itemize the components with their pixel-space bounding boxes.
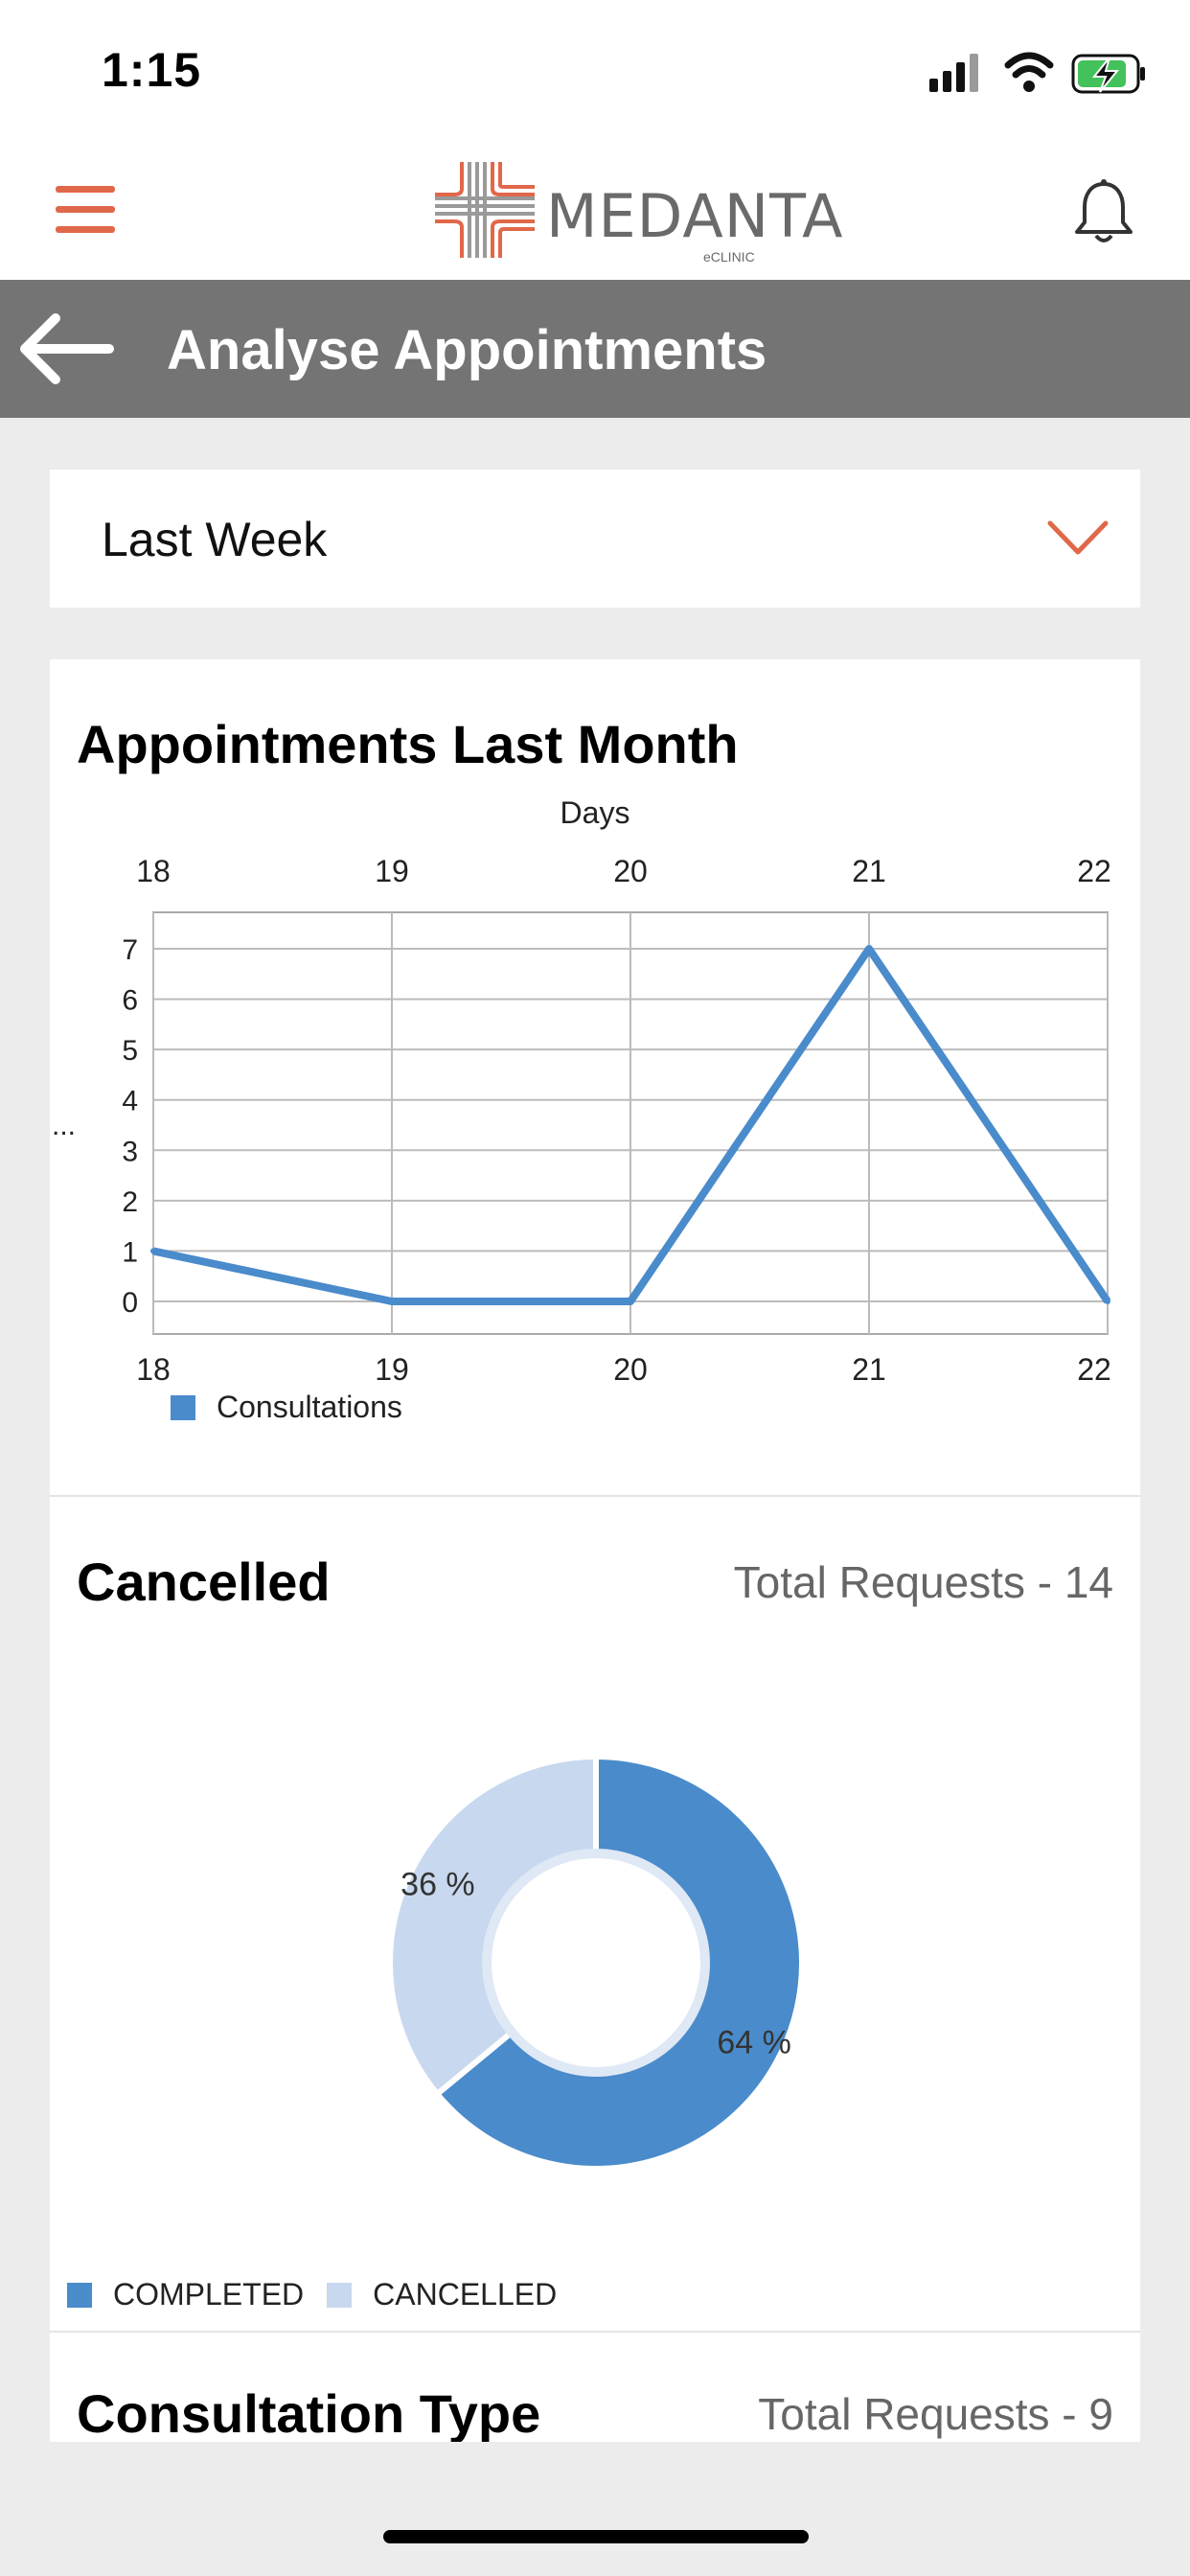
- donut-label-cancelled: 36 %: [400, 1867, 475, 1903]
- donut-legend: COMPLETED CANCELLED: [67, 2277, 557, 2312]
- x-tick-label-top: 22: [1077, 854, 1111, 888]
- logo-text: MEDANTA: [546, 181, 844, 251]
- battery-charging-icon: [1071, 54, 1145, 94]
- signal-icon: [929, 54, 978, 92]
- y-tick-label: 2: [122, 1186, 138, 1218]
- chevron-down-icon[interactable]: [1046, 518, 1110, 560]
- title-bar: Analyse Appointments: [0, 280, 1190, 418]
- divider: [50, 1495, 1140, 1497]
- x-tick-label-bottom: 21: [852, 1352, 886, 1387]
- data-point: [628, 1299, 633, 1304]
- logo-subtext: eCLINIC: [703, 249, 755, 264]
- legend-label-completed: COMPLETED: [113, 2277, 305, 2312]
- x-tick-label-bottom: 20: [613, 1352, 648, 1387]
- y-tick-label: 3: [122, 1136, 138, 1167]
- arrow-left-icon[interactable]: [13, 309, 119, 389]
- consultation-type-title: Consultation Type: [77, 2383, 541, 2442]
- cancelled-title: Cancelled: [77, 1552, 331, 1612]
- line-chart-xlabel: Days: [560, 795, 630, 830]
- y-tick-label: 7: [122, 934, 138, 966]
- line-chart: 0 1 2 3 4 5 6 7 18 18 19 19 20 20 21 21 22 22: [122, 854, 1111, 1387]
- consultation-type-total: Total Requests - 9: [758, 2389, 1113, 2439]
- cancelled-donut-chart: 64 % 36 %: [387, 1753, 805, 2172]
- x-tick-label-bottom: 22: [1077, 1352, 1111, 1387]
- medanta-logo-mark: [435, 162, 535, 258]
- y-tick-label: 1: [122, 1236, 138, 1268]
- data-point: [389, 1299, 395, 1304]
- app-header: MEDANTA eCLINIC: [0, 144, 1190, 280]
- legend-label-consultations: Consultations: [217, 1390, 402, 1424]
- data-point: [866, 946, 872, 952]
- wifi-icon: [1004, 52, 1054, 92]
- page-title: Analyse Appointments: [167, 319, 767, 381]
- y-tick-label: 5: [122, 1035, 138, 1067]
- line-chart-legend: Consultations: [171, 1390, 402, 1425]
- status-icons: [929, 50, 1150, 98]
- line-chart-title: Appointments Last Month: [77, 714, 739, 774]
- donut-hole: [492, 1859, 699, 2066]
- status-bar: 1:15: [0, 0, 1190, 144]
- x-tick-label-top: 19: [375, 854, 409, 888]
- x-tick-label-top: 20: [613, 854, 648, 888]
- divider: [50, 2331, 1140, 2333]
- y-tick-label: 0: [122, 1287, 138, 1319]
- medanta-logo: MEDANTA eCLINIC: [433, 158, 843, 268]
- donut-inner-ring: [482, 1849, 710, 2077]
- bell-icon[interactable]: [1073, 178, 1134, 247]
- donut-label-completed: 64 %: [717, 2024, 791, 2060]
- legend-label-cancelled: CANCELLED: [373, 2277, 558, 2312]
- y-tick-label: 4: [122, 1086, 138, 1117]
- x-tick-label-top: 21: [852, 854, 886, 888]
- line-chart-ylabel: ...: [52, 1110, 77, 1141]
- x-tick-label-bottom: 19: [375, 1352, 409, 1387]
- analytics-card: Appointments Last Month Days ... 0 1 2 3 4 5 6…: [50, 659, 1140, 2442]
- y-tick-label: 6: [122, 985, 138, 1017]
- hamburger-menu-icon[interactable]: [56, 186, 117, 234]
- data-point: [150, 1248, 156, 1254]
- legend-swatch-completed: [67, 2282, 92, 2308]
- legend-swatch-cancelled: [327, 2282, 353, 2308]
- cancelled-total: Total Requests - 14: [733, 1557, 1113, 1607]
- period-select-value: Last Week: [102, 513, 328, 566]
- legend-swatch-consultations: [171, 1394, 195, 1420]
- x-tick-label-top: 18: [136, 854, 171, 888]
- home-indicator[interactable]: [383, 2530, 809, 2543]
- data-point: [1105, 1299, 1110, 1304]
- status-time: 1:15: [102, 43, 202, 97]
- x-tick-label-bottom: 18: [136, 1352, 171, 1387]
- period-select[interactable]: Last Week: [50, 470, 1140, 608]
